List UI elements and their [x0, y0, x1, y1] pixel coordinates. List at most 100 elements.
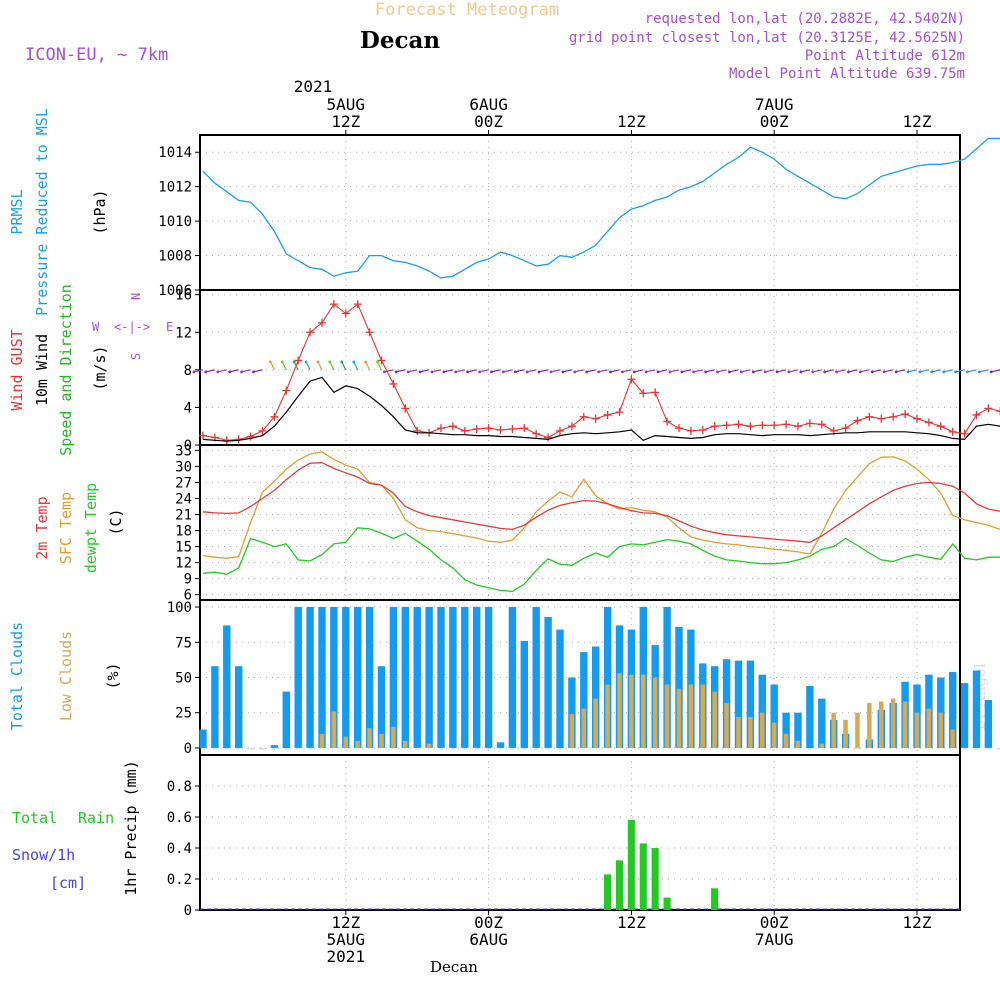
low-clouds-bar [391, 726, 396, 748]
low-clouds-bar [688, 684, 694, 748]
wind-direction-arrow [657, 369, 668, 373]
wind-direction-arrowhead [204, 370, 208, 374]
low-clouds-bar [795, 740, 801, 748]
wind-direction-arrow [527, 369, 537, 373]
gust-marker [913, 414, 921, 423]
low-clouds-bar [926, 708, 932, 748]
temperature-ylabel: (C) [107, 508, 125, 535]
wind-direction-arrow [538, 369, 549, 373]
total-clouds-bar [223, 625, 231, 748]
wind-direction-arrowhead [340, 360, 344, 364]
low-clouds-bar [700, 684, 705, 748]
compass-north: N [129, 293, 143, 300]
temperature-ytick-label: 24 [175, 491, 192, 507]
wind-direction-arrow [860, 369, 870, 373]
wind-direction-arrowhead [763, 370, 767, 374]
top-year: 2021 [294, 77, 333, 96]
gust-marker [520, 424, 529, 433]
wind-direction-arrowhead [454, 370, 458, 374]
total-clouds-bar [592, 646, 600, 748]
chart-layers: 1006100810101012101404812166912151821242… [8, 95, 1000, 966]
gust-marker [758, 421, 767, 430]
low-clouds-bar [450, 748, 456, 750]
wind-direction-arrow [384, 369, 394, 373]
total-clouds-bar [782, 712, 790, 748]
gust-marker [698, 425, 707, 434]
total-clouds-bar [401, 607, 409, 748]
gust-marker [353, 300, 362, 309]
legend-unit: [cm] [50, 874, 86, 892]
clouds-ytick-label: 0 [184, 741, 192, 757]
wind-direction-arrowhead [513, 370, 517, 374]
low-clouds-bar [307, 748, 313, 750]
total-clouds-bar [770, 684, 778, 748]
wind-direction-arrowhead [376, 360, 379, 364]
low-clouds-bar [724, 702, 729, 748]
total-clouds-bar [425, 607, 433, 748]
gust-marker [841, 424, 850, 433]
wind-direction-arrow [610, 369, 620, 373]
low-clouds-bar [962, 748, 967, 750]
wind-direction-arrow [586, 369, 596, 373]
gust-marker [567, 422, 576, 431]
wind-direction-arrowhead [621, 370, 624, 374]
wind-direction-arrow [353, 361, 359, 371]
low-clouds-bar [414, 748, 420, 750]
top-time-label: 12Z [903, 112, 932, 131]
wind-direction-arrowhead [823, 370, 827, 374]
total-clouds-bar [556, 629, 564, 748]
wind-direction-arrow [895, 369, 906, 373]
low-clouds-bar [890, 698, 896, 748]
gust-marker [877, 414, 886, 423]
wind-direction-arrowhead [966, 370, 969, 374]
low-clouds-bar [748, 717, 753, 748]
wind-direction-arrowhead [811, 370, 815, 374]
precip-panel: 0 0.2 0.4 0.6 0.8 [167, 754, 961, 919]
total-clouds-bar [949, 671, 957, 748]
wind-direction-arrow [193, 369, 204, 373]
gust-marker [591, 414, 600, 423]
pressure-ytick-label: 1008 [158, 249, 192, 265]
wind-direction-arrowhead [418, 370, 422, 374]
precip-bar [651, 848, 659, 910]
total-clouds-bar [199, 729, 207, 748]
sfc-temp-line [202, 451, 1000, 559]
wind-direction-arrowhead [656, 370, 660, 374]
precip-bar [663, 897, 671, 910]
wind-direction-arrow [729, 369, 739, 373]
wind-direction-arrowhead [216, 370, 220, 374]
temperature-ytick-label: 6 [184, 588, 192, 604]
wind-direction-arrow [991, 369, 1000, 373]
wind-direction-arrowhead [490, 370, 493, 374]
pressure-ytick-label: 1012 [158, 180, 192, 196]
wind-direction-arrow [443, 369, 454, 373]
gust-marker [936, 422, 945, 431]
low-clouds-bar [319, 733, 325, 748]
wind-direction-arrowhead [740, 370, 743, 374]
wind-direction-arrow [848, 369, 858, 373]
gust-marker [734, 420, 743, 429]
total-clouds-bar [972, 670, 981, 748]
precip-ytick-label: 0 [184, 903, 192, 919]
wind-direction-arrowhead [252, 370, 255, 374]
wind-direction-arrowhead [847, 370, 850, 374]
wind-direction-arrow [646, 369, 656, 373]
precip-bar [604, 874, 612, 910]
wind-direction-arrow [253, 369, 263, 373]
low-clouds-bar [533, 748, 539, 750]
compass-south: S [129, 353, 143, 360]
gust-marker [675, 424, 683, 433]
pressure-ylabel: PRMSL [8, 189, 26, 234]
total-clouds-bar [235, 666, 243, 748]
wind-direction-arrowhead [597, 370, 600, 374]
temperature-ytick-label: 15 [175, 540, 192, 556]
top-time-label: 12Z [331, 112, 360, 131]
wind-direction-arrowhead [799, 370, 803, 374]
low-clouds-bar [605, 684, 610, 748]
total-clouds-bar [377, 666, 386, 748]
gust-marker [246, 432, 255, 441]
footer-station: Decan [430, 958, 478, 976]
wind-direction-arrow [317, 361, 323, 371]
wind-direction-arrow [598, 369, 608, 373]
